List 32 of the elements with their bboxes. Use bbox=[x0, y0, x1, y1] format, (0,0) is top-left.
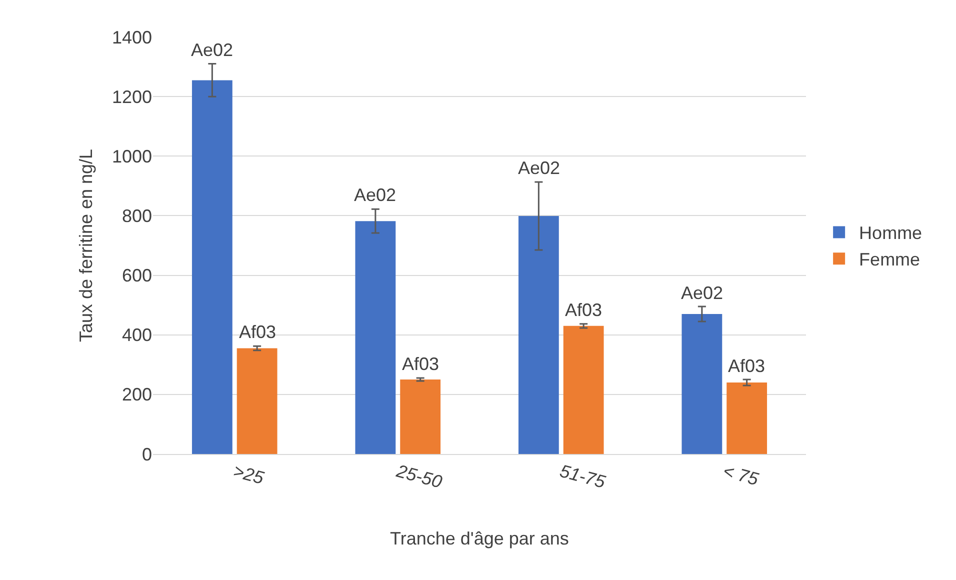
bar bbox=[726, 382, 768, 454]
data-label: Af03 bbox=[402, 354, 440, 374]
data-label: Af03 bbox=[239, 322, 276, 342]
bar bbox=[192, 80, 232, 454]
y-tick-label: 1000 bbox=[112, 146, 152, 166]
y-tick-label: 400 bbox=[122, 325, 152, 346]
y-axis-title: Taux de ferritine en ng/L bbox=[76, 148, 96, 342]
x-tick-label: >25 bbox=[231, 460, 267, 488]
legend-label: Homme bbox=[859, 223, 922, 244]
y-tick-label: 800 bbox=[122, 206, 152, 226]
bar bbox=[400, 380, 441, 454]
x-tick-label: 51-75 bbox=[558, 460, 608, 492]
y-tick-label: 200 bbox=[122, 384, 152, 405]
y-tick-label: 1200 bbox=[112, 86, 152, 107]
data-label: Ae02 bbox=[681, 283, 724, 303]
bar bbox=[355, 221, 396, 454]
data-label: Ae02 bbox=[518, 158, 560, 178]
y-tick-label: 0 bbox=[142, 444, 152, 464]
legend-label: Femme bbox=[859, 250, 920, 270]
x-axis-title: Tranche d'âge par ans bbox=[390, 528, 569, 548]
bar bbox=[518, 216, 559, 454]
y-tick-label: 600 bbox=[122, 266, 152, 286]
y-tick-label: 1400 bbox=[112, 27, 152, 48]
bar bbox=[682, 314, 722, 454]
bar bbox=[236, 348, 278, 454]
x-tick-label: < 75 bbox=[721, 460, 762, 490]
data-label: Ae02 bbox=[191, 40, 234, 60]
bar bbox=[563, 326, 604, 454]
data-label: Ae02 bbox=[354, 185, 396, 205]
data-label: Af03 bbox=[728, 356, 766, 376]
x-tick-label: 25-50 bbox=[394, 460, 444, 492]
data-label: Af03 bbox=[565, 300, 602, 320]
